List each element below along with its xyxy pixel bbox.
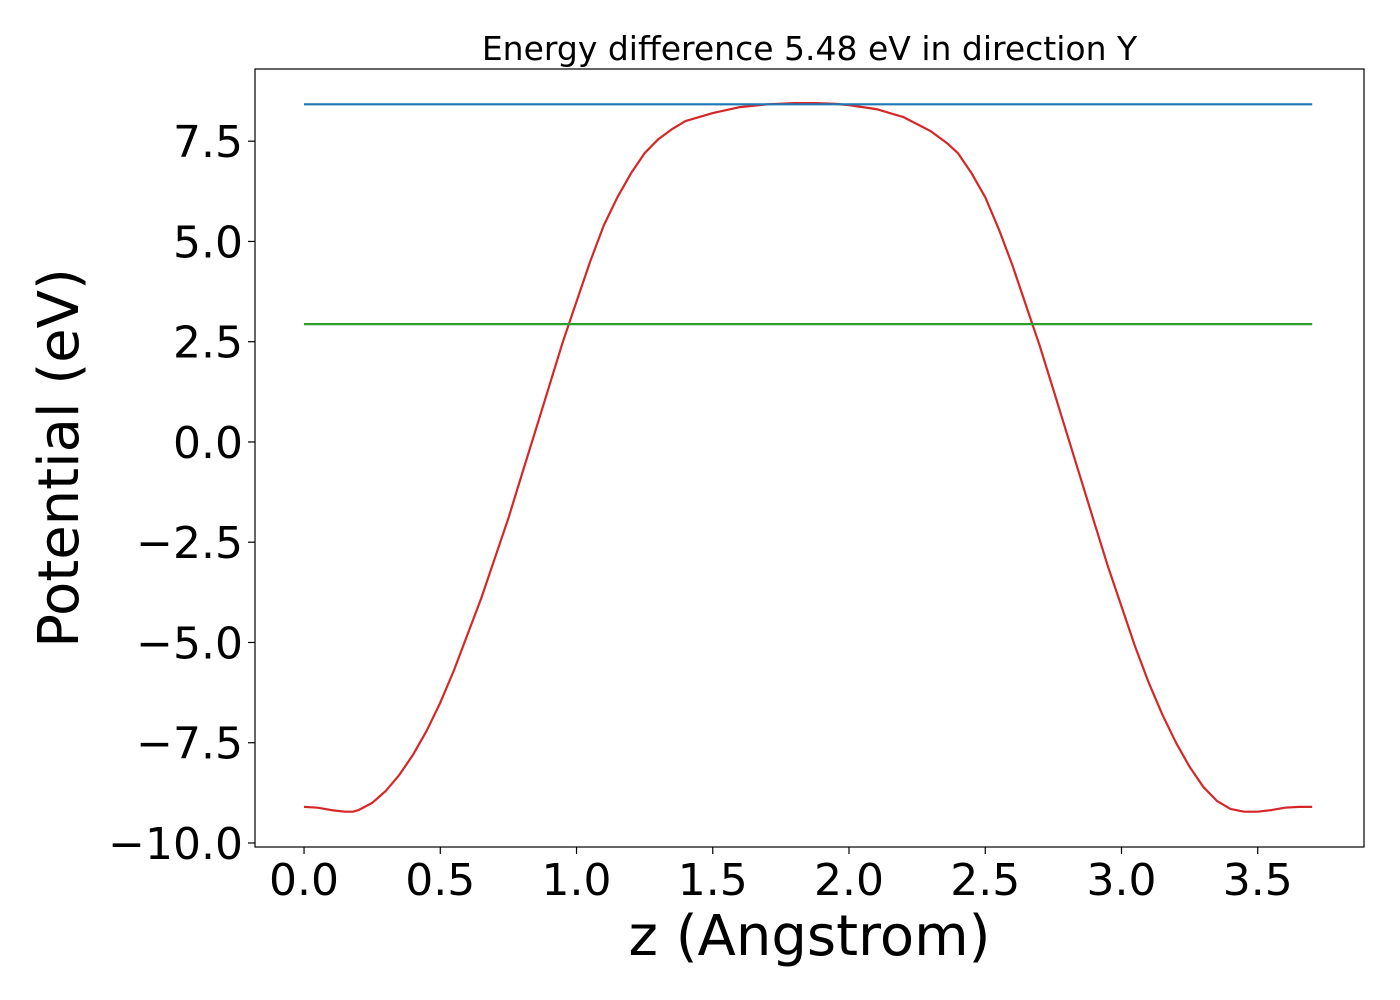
- x-tick-label: 0.0: [269, 855, 339, 906]
- y-tick-label: −5.0: [136, 618, 243, 669]
- y-tick-label: 7.5: [173, 117, 243, 168]
- chart-title: Energy difference 5.48 eV in direction Y: [482, 29, 1138, 68]
- x-tick-label: 3.0: [1086, 855, 1156, 906]
- y-tick-label: 2.5: [173, 318, 243, 369]
- x-axis-label: z (Angstrom): [629, 904, 991, 969]
- plot-series: [303, 101, 1313, 813]
- y-axis-ticks: −10.0 −7.5 −5.0 −2.5 0.0 2.5 5.0 7.5: [108, 117, 255, 870]
- x-tick-label: 0.5: [405, 855, 475, 906]
- y-tick-label: 0.0: [173, 418, 243, 469]
- x-axis-ticks: 0.0 0.5 1.0 1.5 2.0 2.5 3.0 3.5: [269, 847, 1293, 906]
- x-tick-label: 3.5: [1223, 855, 1293, 906]
- x-tick-label: 1.5: [678, 855, 748, 906]
- potential-curve: [303, 101, 1313, 813]
- y-tick-label: −10.0: [108, 819, 243, 870]
- x-tick-label: 2.0: [814, 855, 884, 906]
- y-axis-label: Potential (eV): [27, 268, 92, 648]
- x-tick-label: 2.5: [950, 855, 1020, 906]
- y-tick-label: −7.5: [136, 719, 243, 770]
- x-tick-label: 1.0: [542, 855, 612, 906]
- y-tick-label: −2.5: [136, 518, 243, 569]
- y-tick-label: 5.0: [173, 217, 243, 268]
- plot-frame: [254, 68, 1365, 848]
